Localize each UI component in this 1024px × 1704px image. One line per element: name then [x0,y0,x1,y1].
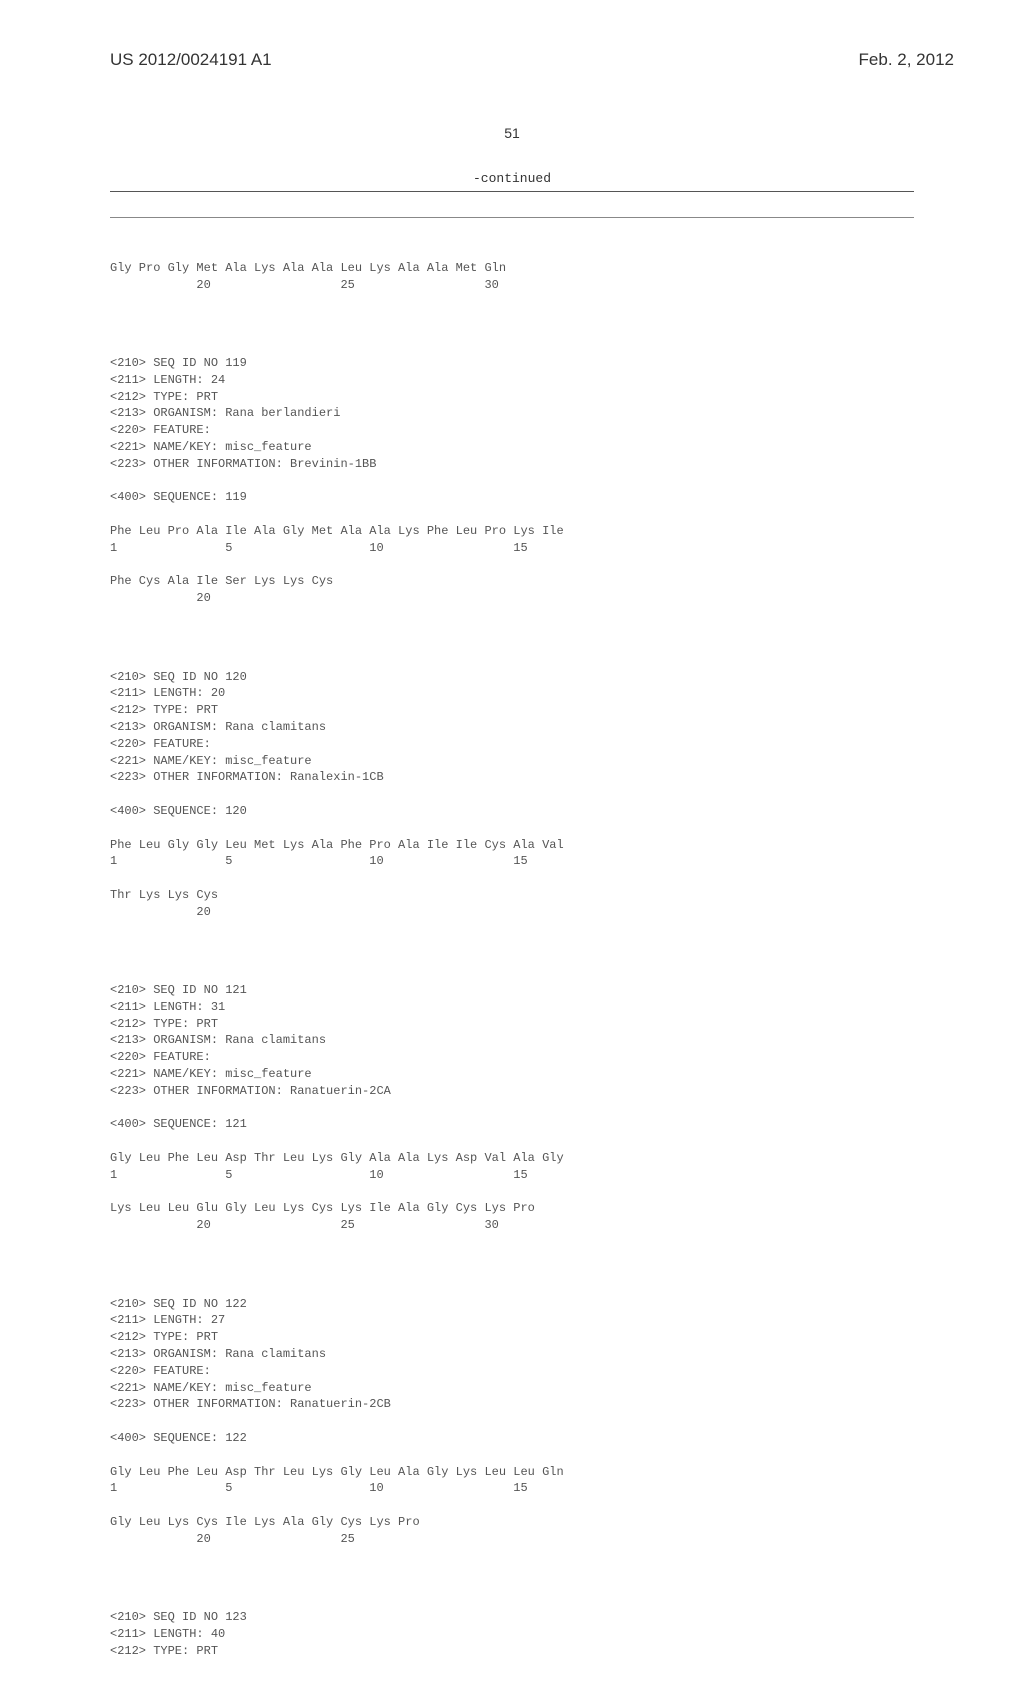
seq-header-text: <210> SEQ ID NO 123 <211> LENGTH: 40 <21… [110,1610,247,1658]
seq-line: Thr Lys Lys Cys [110,888,218,902]
seq-123-header: <210> SEQ ID NO 123 <211> LENGTH: 40 <21… [110,1609,914,1659]
seq-label: <400> SEQUENCE: 122 [110,1431,247,1445]
seq-121-header: <210> SEQ ID NO 121 <211> LENGTH: 31 <21… [110,982,914,1234]
seq-header-text: <210> SEQ ID NO 121 <211> LENGTH: 31 <21… [110,983,391,1098]
seq-line: Gly Pro Gly Met Ala Lys Ala Ala Leu Lys … [110,261,506,275]
seq-line: Gly Leu Phe Leu Asp Thr Leu Lys Gly Ala … [110,1151,564,1165]
seq-header-text: <210> SEQ ID NO 119 <211> LENGTH: 24 <21… [110,356,376,471]
publication-number: US 2012/0024191 A1 [110,50,272,70]
seq-nums: 20 25 30 [110,278,499,292]
seq-nums: 20 25 30 [110,1218,499,1232]
seq-122-header: <210> SEQ ID NO 122 <211> LENGTH: 27 <21… [110,1296,914,1548]
seq-header-text: <210> SEQ ID NO 120 <211> LENGTH: 20 <21… [110,670,384,785]
seq-nums: 20 25 [110,1532,355,1546]
seq-top-block: Gly Pro Gly Met Ala Lys Ala Ala Leu Lys … [110,260,914,294]
seq-line: Phe Leu Pro Ala Ile Ala Gly Met Ala Ala … [110,524,564,538]
continued-label: -continued [110,171,914,186]
sequence-listing: Gly Pro Gly Met Ala Lys Ala Ala Leu Lys … [110,243,914,1704]
seq-line: Gly Leu Lys Cys Ile Lys Ala Gly Cys Lys … [110,1515,420,1529]
seq-120-header: <210> SEQ ID NO 120 <211> LENGTH: 20 <21… [110,669,914,921]
seq-label: <400> SEQUENCE: 121 [110,1117,247,1131]
seq-nums: 1 5 10 15 [110,1481,528,1495]
seq-line: Lys Leu Leu Glu Gly Leu Lys Cys Lys Ile … [110,1201,535,1215]
page-number: 51 [0,125,1024,141]
seq-nums: 1 5 10 15 [110,854,528,868]
seq-label: <400> SEQUENCE: 119 [110,490,247,504]
seq-line: Phe Leu Gly Gly Leu Met Lys Ala Phe Pro … [110,838,564,852]
seq-line: Phe Cys Ala Ile Ser Lys Lys Cys [110,574,333,588]
seq-line: Gly Leu Phe Leu Asp Thr Leu Lys Gly Leu … [110,1465,564,1479]
seq-label: <400> SEQUENCE: 120 [110,804,247,818]
publication-date: Feb. 2, 2012 [859,50,954,70]
seq-nums: 1 5 10 15 [110,1168,528,1182]
seq-nums: 20 [110,905,211,919]
page-header: US 2012/0024191 A1 Feb. 2, 2012 [0,0,1024,80]
seq-header-text: <210> SEQ ID NO 122 <211> LENGTH: 27 <21… [110,1297,391,1412]
seq-nums: 1 5 10 15 [110,541,528,555]
seq-119-header: <210> SEQ ID NO 119 <211> LENGTH: 24 <21… [110,355,914,607]
continued-section: -continued [110,171,914,186]
divider-bottom [110,217,914,218]
seq-nums: 20 [110,591,211,605]
divider-top [110,191,914,192]
